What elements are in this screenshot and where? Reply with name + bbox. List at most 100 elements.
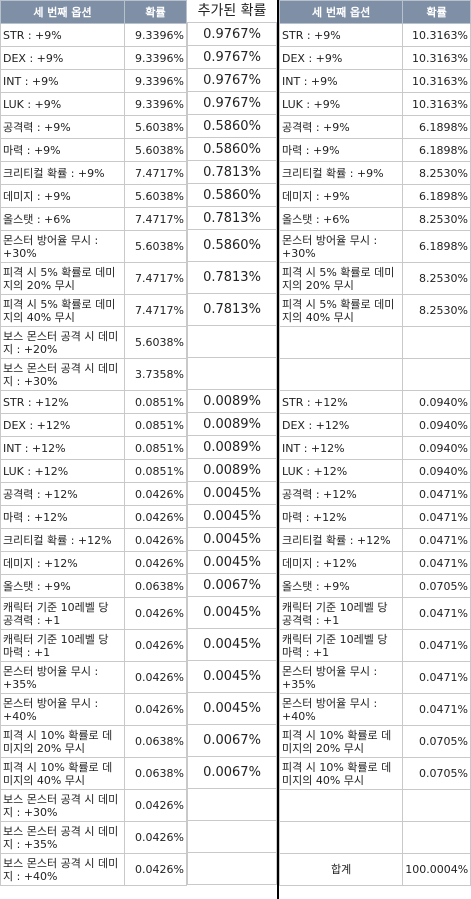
option-label: DEX : +9%: [278, 46, 404, 70]
option-probability: 10.3163%: [402, 23, 471, 47]
added-probability: 0.9767%: [187, 22, 277, 46]
table-row: 0.7813%: [187, 293, 277, 326]
table-row: 보스 몬스터 공격 시 데미지 : +20% 5.6038%: [0, 326, 187, 359]
total-label: 합계: [278, 853, 404, 886]
table-row: 0.5860%: [187, 229, 277, 262]
table-row: 공격력 : +12% 0.0471%: [278, 482, 471, 506]
table-row: 마력 : +9% 5.6038%: [0, 138, 187, 162]
table-row: 0.0045%: [187, 596, 277, 629]
option-probability: 0.0851%: [124, 413, 187, 437]
added-probability: 0.0067%: [187, 756, 277, 789]
table-row: 데미지 : +12% 0.0426%: [0, 551, 187, 575]
table-row: DEX : +12% 0.0940%: [278, 413, 471, 437]
option-label: 몬스터 방어율 무시 : +30%: [278, 230, 404, 263]
table-row: 0.5860%: [187, 137, 277, 161]
table-row: 보스 몬스터 공격 시 데미지 : +40% 0.0426%: [0, 853, 187, 886]
header-third-option: 세 번째 옵션: [0, 0, 125, 24]
option-label: 올스탯 : +9%: [0, 574, 125, 598]
option-label: 데미지 : +12%: [0, 551, 125, 575]
option-label: DEX : +12%: [0, 413, 125, 437]
option-probability: 0.0471%: [402, 693, 471, 726]
table-row: 0.0045%: [187, 481, 277, 505]
added-probability: 0.0089%: [187, 458, 277, 482]
option-label: [278, 326, 404, 359]
left-table: 세 번째 옵션 확률 STR : +9% 9.3396% DEX : +9% 9.33…: [0, 0, 187, 886]
option-probability: 8.2530%: [402, 262, 471, 295]
option-label: INT : +12%: [278, 436, 404, 460]
option-probability: 9.3396%: [124, 46, 187, 70]
option-label: STR : +12%: [0, 390, 125, 414]
added-probability: 0.0045%: [187, 596, 277, 629]
added-probability: 0.5860%: [187, 183, 277, 207]
option-label: 캐릭터 기준 10레벨 당 마력 : +1: [0, 629, 125, 662]
option-probability: 0.0471%: [402, 528, 471, 552]
option-label: 캐릭터 기준 10레벨 당 공격력 : +1: [0, 597, 125, 630]
option-probability: 7.4717%: [124, 161, 187, 185]
table-row: 0.7813%: [187, 206, 277, 230]
option-probability: 8.2530%: [402, 294, 471, 327]
header-added-probability: 추가된 확률: [197, 2, 267, 19]
option-label: 피격 시 5% 확률로 데미지의 20% 무시: [278, 262, 404, 295]
table-row: 0.0067%: [187, 724, 277, 757]
option-probability: 0.0471%: [402, 505, 471, 529]
header-third-option-right: 세 번째 옵션: [278, 0, 404, 24]
option-probability: [402, 821, 471, 854]
option-probability: 0.0638%: [124, 574, 187, 598]
option-probability: 0.0940%: [402, 390, 471, 414]
option-probability: 9.3396%: [124, 69, 187, 93]
table-row: 0.9767%: [187, 22, 277, 46]
table-row: 올스탯 : +9% 0.0638%: [0, 574, 187, 598]
table-row: 0.0067%: [187, 573, 277, 597]
option-label: 올스탯 : +6%: [0, 207, 125, 231]
option-label: 공격력 : +9%: [278, 115, 404, 139]
table-row: INT : +9% 10.3163%: [278, 69, 471, 93]
header-probability: 확률: [124, 0, 187, 24]
option-label: 크리티컬 확률 : +12%: [278, 528, 404, 552]
table-row: 0.0089%: [187, 412, 277, 436]
option-probability: 10.3163%: [402, 69, 471, 93]
table-row: 0.5860%: [187, 183, 277, 207]
table-row: LUK : +9% 10.3163%: [278, 92, 471, 116]
option-label: 피격 시 10% 확률로 데미지의 20% 무시: [0, 725, 125, 758]
table-row: 0.9767%: [187, 68, 277, 92]
option-probability: 10.3163%: [402, 92, 471, 116]
option-probability: 5.6038%: [124, 138, 187, 162]
option-probability: 0.0426%: [124, 693, 187, 726]
table-row: DEX : +9% 10.3163%: [278, 46, 471, 70]
table-row: DEX : +9% 9.3396%: [0, 46, 187, 70]
option-probability: [402, 358, 471, 391]
option-probability: 0.0426%: [124, 821, 187, 854]
added-probability: [187, 820, 277, 853]
left-header-row: 세 번째 옵션 확률: [0, 0, 187, 24]
added-probability: 0.0045%: [187, 628, 277, 661]
option-label: LUK : +9%: [0, 92, 125, 116]
option-probability: 0.0471%: [402, 551, 471, 575]
table-row: 몬스터 방어율 무시 : +30% 6.1898%: [278, 230, 471, 263]
option-probability: 0.0638%: [124, 725, 187, 758]
option-label: 피격 시 10% 확률로 데미지의 40% 무시: [278, 757, 404, 790]
table-row: 캐릭터 기준 10레벨 당 공격력 : +1 0.0426%: [0, 597, 187, 630]
table-row: 0.0067%: [187, 756, 277, 789]
option-label: 데미지 : +9%: [0, 184, 125, 208]
added-probability: 0.5860%: [187, 114, 277, 138]
option-label: LUK : +9%: [278, 92, 404, 116]
option-probability: 0.0705%: [402, 725, 471, 758]
option-probability: 0.0940%: [402, 459, 471, 483]
option-probability: 0.0705%: [402, 757, 471, 790]
table-row: [278, 326, 471, 359]
option-probability: 0.0426%: [124, 505, 187, 529]
option-label: DEX : +12%: [278, 413, 404, 437]
table-row: 몬스터 방어율 무시 : +30% 5.6038%: [0, 230, 187, 263]
option-probability: 0.0851%: [124, 459, 187, 483]
option-probability: [402, 326, 471, 359]
option-probability: 0.0426%: [124, 629, 187, 662]
option-label: INT : +9%: [278, 69, 404, 93]
option-probability: 0.0705%: [402, 574, 471, 598]
added-probability: [187, 788, 277, 821]
option-label: 몬스터 방어율 무시 : +40%: [0, 693, 125, 726]
option-label: STR : +9%: [278, 23, 404, 47]
added-probability: 0.7813%: [187, 261, 277, 294]
table-row: 0.0045%: [187, 550, 277, 574]
option-probability: 5.6038%: [124, 326, 187, 359]
